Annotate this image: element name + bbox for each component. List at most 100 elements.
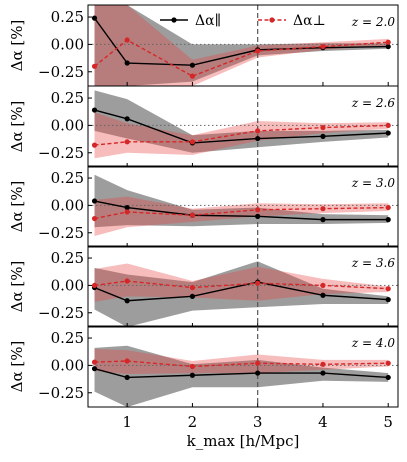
point-perp xyxy=(189,73,196,79)
series-line-parallel xyxy=(94,281,389,302)
panel-plot-area xyxy=(88,246,398,327)
y-tick-label: −0.25 xyxy=(38,144,84,162)
point-parallel xyxy=(189,62,196,68)
band-parallel xyxy=(94,5,389,86)
y-tick-label: −0.25 xyxy=(38,384,84,402)
y-axis-label: Δα [%] xyxy=(8,181,26,233)
point-parallel xyxy=(320,370,326,376)
point-perp xyxy=(91,142,98,148)
point-perp xyxy=(385,122,391,129)
legend-marker-parallel xyxy=(171,17,177,23)
legend-label-parallel: Δα∥ xyxy=(195,13,221,29)
y-tick-label: −0.25 xyxy=(38,304,84,322)
point-perp xyxy=(91,282,98,289)
point-parallel xyxy=(385,297,391,303)
point-parallel xyxy=(91,15,98,21)
point-perp xyxy=(385,286,391,292)
point-parallel xyxy=(320,133,326,139)
point-perp xyxy=(385,39,391,45)
point-perp xyxy=(320,43,326,50)
legend-label-perp: Δα⊥ xyxy=(293,13,326,29)
legend-marker-perp xyxy=(269,17,275,23)
point-parallel xyxy=(189,372,196,378)
y-tick-label: 0.25 xyxy=(51,169,84,187)
point-perp xyxy=(255,128,261,134)
panel-3: 0.25 0.00 −0.25 Δα [%] z = 3.0 xyxy=(8,165,399,248)
point-perp xyxy=(189,363,196,370)
point-parallel xyxy=(124,298,130,304)
point-perp xyxy=(385,204,391,211)
series-line-parallel xyxy=(93,17,389,66)
series-line-perp xyxy=(94,280,389,290)
point-perp xyxy=(320,124,326,131)
y-axis-label: Δα [%] xyxy=(8,20,26,72)
point-parallel xyxy=(385,217,391,223)
panel-frame xyxy=(87,245,399,328)
series-line-parallel xyxy=(94,200,389,221)
point-parallel xyxy=(91,198,98,204)
point-parallel xyxy=(124,60,130,66)
point-perp xyxy=(320,361,326,367)
point-perp xyxy=(320,206,326,212)
point-parallel xyxy=(189,293,196,299)
y-tick-label: −0.25 xyxy=(38,63,84,81)
point-perp xyxy=(189,139,196,145)
point-parallel xyxy=(320,292,326,298)
point-parallel xyxy=(91,107,98,113)
redshift-label: z = 2.0 xyxy=(351,15,395,29)
band-perp xyxy=(94,5,389,86)
point-parallel xyxy=(385,374,391,381)
point-parallel xyxy=(255,213,261,219)
point-perp xyxy=(255,360,261,366)
y-tick-label: 0.00 xyxy=(51,196,84,214)
point-perp xyxy=(91,63,98,69)
point-perp xyxy=(189,212,196,218)
x-tick-label: 3 xyxy=(253,413,263,431)
redshift-label: z = 2.6 xyxy=(351,96,395,110)
panel-5: 0.25 0.00 −0.25 Δα [%] z = 4.0 xyxy=(8,325,399,408)
panel-plot-area xyxy=(88,86,398,167)
y-axis-label: Δα [%] xyxy=(8,341,26,393)
point-perp xyxy=(124,358,130,364)
point-parallel xyxy=(91,366,98,372)
x-axis-label: k_max [h/Mpc] xyxy=(187,432,300,450)
x-tick-label: 2 xyxy=(188,413,198,431)
point-parallel xyxy=(124,116,130,122)
y-axis-label: Δα [%] xyxy=(8,261,26,313)
legend: Δα∥ Δα⊥ xyxy=(160,13,326,29)
series-line-parallel xyxy=(94,109,389,144)
point-parallel xyxy=(124,374,130,381)
point-perp xyxy=(385,360,391,366)
series-line-perp xyxy=(94,206,389,220)
band-perp xyxy=(94,348,389,375)
y-tick-label: 0.25 xyxy=(51,249,84,267)
band-parallel xyxy=(94,261,389,327)
point-perp xyxy=(124,37,130,43)
y-tick-label: 0.00 xyxy=(51,356,84,374)
panel-plot-area xyxy=(88,5,398,86)
series-line-perp xyxy=(94,39,389,77)
band-parallel xyxy=(94,345,389,407)
x-tick-label: 1 xyxy=(122,413,132,431)
point-parallel xyxy=(255,370,261,376)
point-perp xyxy=(124,278,130,284)
point-perp xyxy=(124,209,130,215)
y-tick-label: 0.00 xyxy=(51,276,84,294)
redshift-label: z = 3.0 xyxy=(351,176,395,190)
y-tick-label: 0.25 xyxy=(51,8,84,26)
point-perp xyxy=(91,215,98,222)
point-parallel xyxy=(385,130,391,136)
panel-2: 0.25 0.00 −0.25 Δα [%] z = 2.6 xyxy=(8,85,399,168)
point-parallel xyxy=(320,217,326,223)
band-perp xyxy=(94,263,389,302)
point-parallel xyxy=(385,43,391,50)
point-perp xyxy=(320,282,326,289)
x-tick-label: 4 xyxy=(318,413,328,431)
point-perp xyxy=(255,48,261,54)
series-line-perp xyxy=(94,124,389,146)
point-perp xyxy=(124,139,130,145)
redshift-label: z = 4.0 xyxy=(351,336,395,350)
point-perp xyxy=(91,359,98,365)
series-line-parallel xyxy=(94,368,389,379)
